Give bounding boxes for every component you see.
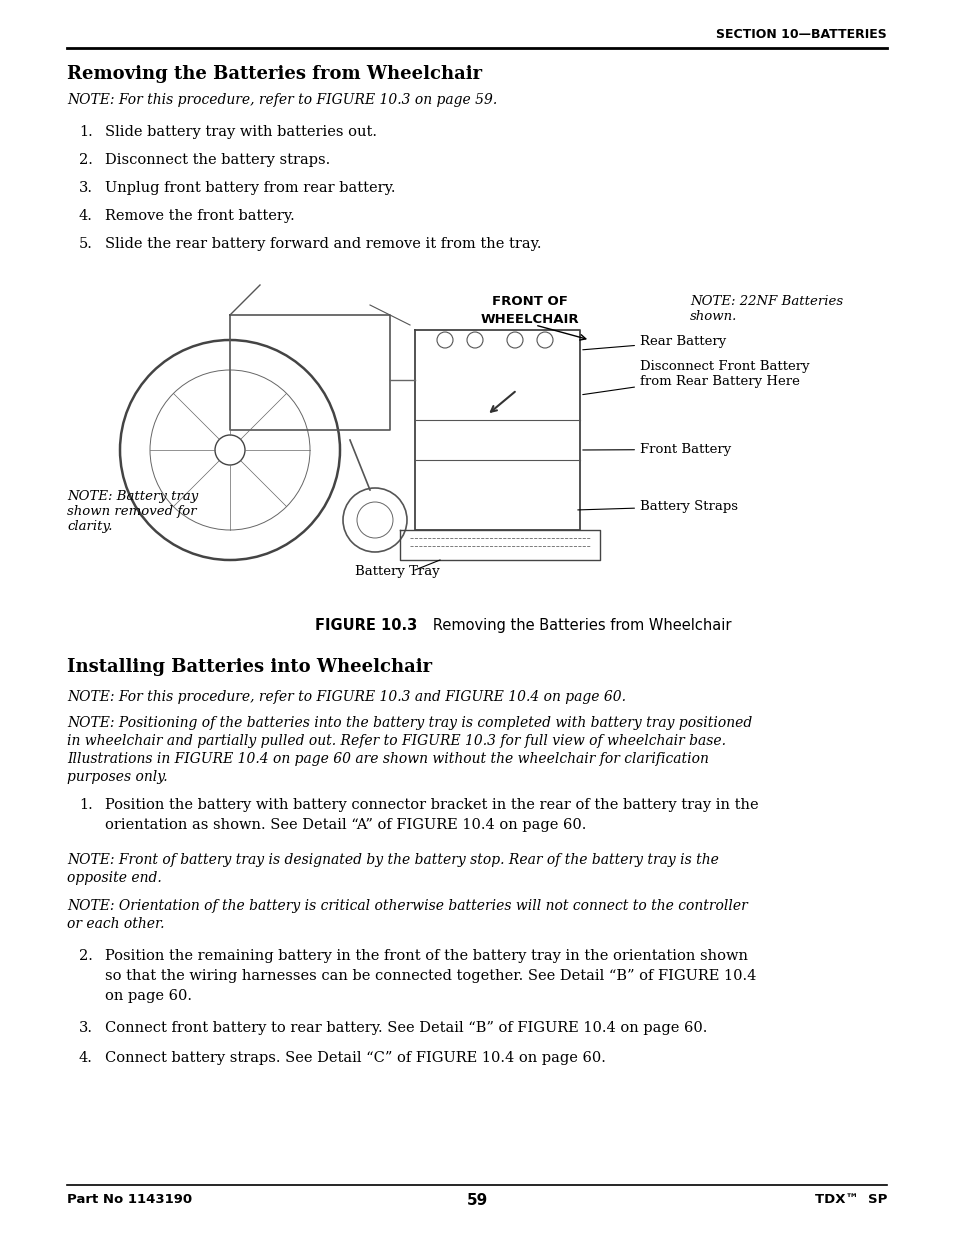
Text: Rear Battery: Rear Battery (582, 335, 725, 350)
Text: 3.: 3. (79, 182, 92, 195)
Text: opposite end.: opposite end. (67, 871, 162, 885)
Text: 59: 59 (466, 1193, 487, 1208)
Text: so that the wiring harnesses can be connected together. See Detail “B” of FIGURE: so that the wiring harnesses can be conn… (105, 969, 756, 983)
Text: NOTE: 22NF Batteries
shown.: NOTE: 22NF Batteries shown. (689, 295, 842, 324)
Text: Disconnect Front Battery
from Rear Battery Here: Disconnect Front Battery from Rear Batte… (582, 359, 809, 395)
Text: orientation as shown. See Detail “A” of FIGURE 10.4 on page 60.: orientation as shown. See Detail “A” of … (105, 818, 586, 832)
Text: SECTION 10—BATTERIES: SECTION 10—BATTERIES (716, 28, 886, 41)
Text: Slide battery tray with batteries out.: Slide battery tray with batteries out. (105, 125, 376, 140)
Text: NOTE: Positioning of the batteries into the battery tray is completed with batte: NOTE: Positioning of the batteries into … (67, 716, 752, 730)
Text: 5.: 5. (79, 237, 92, 251)
Text: on page 60.: on page 60. (105, 989, 192, 1003)
Text: TDX™  SP: TDX™ SP (814, 1193, 886, 1207)
Text: NOTE: Front of battery tray is designated by the battery stop. Rear of the batte: NOTE: Front of battery tray is designate… (67, 853, 719, 867)
Text: Illustrations in FIGURE 10.4 on page 60 are shown without the wheelchair for cla: Illustrations in FIGURE 10.4 on page 60 … (67, 752, 708, 766)
Text: in wheelchair and partially pulled out. Refer to FIGURE 10.3 for full view of wh: in wheelchair and partially pulled out. … (67, 734, 725, 748)
Text: NOTE: For this procedure, refer to FIGURE 10.3 and FIGURE 10.4 on page 60.: NOTE: For this procedure, refer to FIGUR… (67, 690, 625, 704)
Text: Slide the rear battery forward and remove it from the tray.: Slide the rear battery forward and remov… (105, 237, 541, 251)
Text: Part No 1143190: Part No 1143190 (67, 1193, 192, 1207)
Text: Unplug front battery from rear battery.: Unplug front battery from rear battery. (105, 182, 395, 195)
Text: Remove the front battery.: Remove the front battery. (105, 209, 294, 224)
Text: 4.: 4. (79, 209, 92, 224)
Text: Connect battery straps. See Detail “C” of FIGURE 10.4 on page 60.: Connect battery straps. See Detail “C” o… (105, 1051, 605, 1065)
Text: Connect front battery to rear battery. See Detail “B” of FIGURE 10.4 on page 60.: Connect front battery to rear battery. S… (105, 1021, 706, 1035)
Text: FRONT OF: FRONT OF (492, 295, 567, 308)
Text: Installing Batteries into Wheelchair: Installing Batteries into Wheelchair (67, 658, 432, 676)
Text: 2.: 2. (79, 948, 92, 963)
Text: WHEELCHAIR: WHEELCHAIR (480, 312, 578, 326)
Text: NOTE: For this procedure, refer to FIGURE 10.3 on page 59.: NOTE: For this procedure, refer to FIGUR… (67, 93, 497, 107)
Text: 4.: 4. (79, 1051, 92, 1065)
Text: 2.: 2. (79, 153, 92, 167)
Text: Battery Tray: Battery Tray (355, 564, 439, 578)
Text: NOTE: Orientation of the battery is critical otherwise batteries will not connec: NOTE: Orientation of the battery is crit… (67, 899, 747, 913)
Text: Position the remaining battery in the front of the battery tray in the orientati: Position the remaining battery in the fr… (105, 948, 747, 963)
Text: NOTE: Battery tray
shown removed for
clarity.: NOTE: Battery tray shown removed for cla… (67, 490, 198, 534)
Text: Disconnect the battery straps.: Disconnect the battery straps. (105, 153, 330, 167)
Text: purposes only.: purposes only. (67, 769, 168, 784)
Text: Position the battery with battery connector bracket in the rear of the battery t: Position the battery with battery connec… (105, 798, 758, 811)
Text: Front Battery: Front Battery (582, 443, 731, 456)
Text: 1.: 1. (79, 798, 92, 811)
Text: Removing the Batteries from Wheelchair: Removing the Batteries from Wheelchair (67, 65, 481, 83)
Text: 3.: 3. (79, 1021, 92, 1035)
Text: Battery Straps: Battery Straps (578, 500, 738, 513)
Text: or each other.: or each other. (67, 918, 164, 931)
Text: Removing the Batteries from Wheelchair: Removing the Batteries from Wheelchair (418, 618, 731, 634)
Text: FIGURE 10.3: FIGURE 10.3 (314, 618, 416, 634)
Text: 1.: 1. (79, 125, 92, 140)
